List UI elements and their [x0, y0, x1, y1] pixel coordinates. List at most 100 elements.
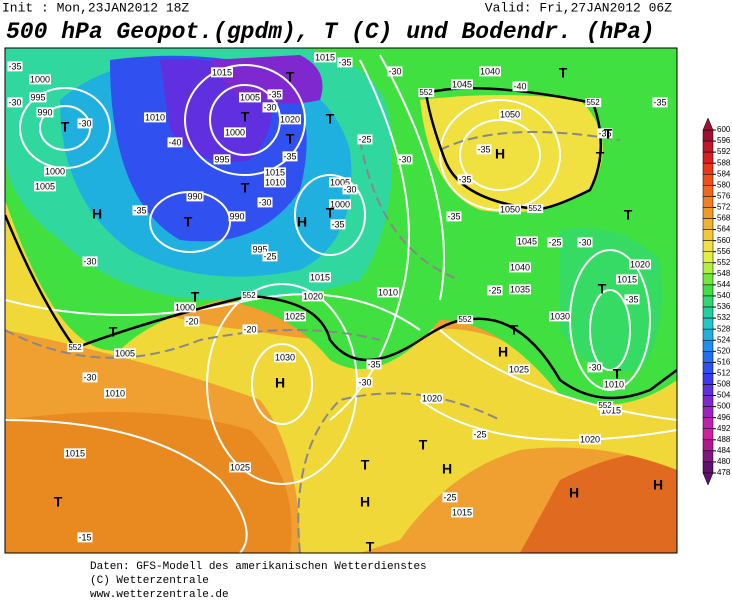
legend-tick-label: 580 [717, 180, 731, 189]
map-frame [4, 47, 678, 554]
legend-arrow [702, 472, 714, 486]
map-area [5, 48, 677, 553]
isobar-label: 1005 [240, 92, 260, 102]
height-label: 552 [528, 204, 542, 213]
temperature-label-box [357, 377, 373, 388]
height-label-box [527, 204, 544, 214]
height-label: 552 [68, 343, 82, 352]
pressure-center: T [326, 111, 335, 127]
temperature-label-box [7, 97, 23, 108]
legend-tick-label: 576 [717, 191, 731, 200]
isobar-label: 1010 [378, 287, 398, 297]
isobar-label: 1005 [115, 348, 135, 358]
isobar-label: 1015 [212, 67, 232, 77]
pressure-center: T [624, 207, 633, 223]
isobar-label-box [508, 284, 532, 295]
pressure-center: T [419, 437, 428, 453]
legend-tick-label: 504 [717, 391, 731, 400]
legend-swatch [702, 428, 714, 441]
pressure-center: T [604, 126, 613, 142]
pressure-center: H [442, 461, 452, 477]
isobar-label-box [223, 127, 247, 138]
legend-swatch [702, 351, 714, 363]
legend-tick-label: 528 [717, 324, 731, 333]
temperature-label: -35 [653, 97, 666, 107]
pressure-center: H [275, 375, 285, 391]
isobar-label: 1040 [510, 262, 530, 272]
isobar-label: 1005 [330, 177, 350, 187]
legend-tick-label: 596 [717, 136, 731, 145]
pressure-center: T [184, 214, 193, 230]
temperature-label: -30 [83, 256, 96, 266]
temperature-label-box [167, 137, 183, 148]
temperature-label: -35 [283, 151, 296, 161]
legend-swatch [702, 362, 714, 374]
temperature-label-box [487, 285, 503, 296]
legend-swatch [702, 406, 714, 418]
temperature-label: -15 [78, 532, 91, 542]
pressure-center: T [326, 205, 335, 221]
legend-swatch [702, 174, 714, 186]
isobar-label: 1045 [517, 236, 537, 246]
legend-tick-label: 508 [717, 380, 731, 389]
legend-tick-label: 488 [717, 435, 731, 444]
isobar-label: 1015 [452, 507, 472, 517]
isobar-label-box [43, 166, 67, 177]
temperature-label-box [472, 429, 488, 440]
temperature-label: -35 [338, 57, 351, 67]
temperature-label: -20 [243, 324, 256, 334]
isobar-label: 1020 [630, 259, 650, 269]
temperature-label: -30 [578, 237, 591, 247]
legend-tick-label: 560 [717, 236, 731, 245]
isobar-label-box [33, 181, 57, 192]
temperature-label: -25 [473, 429, 486, 439]
isobar-label: 1015 [315, 52, 335, 62]
isobar-label: 1010 [105, 388, 125, 398]
isobar-label-box [578, 434, 602, 445]
isobar-label-box [63, 448, 87, 459]
isobar-label: 1030 [550, 311, 570, 321]
legend-arrow [702, 117, 714, 131]
pressure-center: T [366, 539, 375, 555]
height-label: 552 [598, 401, 612, 410]
legend-tick-label: 512 [717, 369, 731, 378]
pressure-center: T [361, 457, 370, 473]
isobar-label: 1015 [65, 448, 85, 458]
temperature-label: -25 [358, 134, 371, 144]
temperature-label: -25 [488, 285, 501, 295]
map-title: 500 hPa Geopot.(gpdm), T (C) und Bodendr… [6, 19, 655, 45]
legend-swatch [702, 151, 714, 164]
isobar-label: 1015 [601, 405, 621, 415]
pressure-center: T [61, 119, 70, 135]
temperature-label-box [624, 294, 640, 305]
temperature-label-box [387, 66, 403, 77]
pressure-center: T [286, 131, 295, 147]
temperature-label-box [132, 205, 148, 216]
temperature-label-box [512, 81, 528, 92]
legend-tick-label: 484 [717, 446, 731, 455]
isobar-label-box [478, 66, 502, 77]
height-label: 552 [458, 315, 472, 324]
legend-tick-label: 544 [717, 280, 731, 289]
isobar-label: 1010 [604, 379, 624, 389]
isobar-label: 1020 [303, 291, 323, 301]
temperature-label-box [184, 316, 200, 327]
height-label-box [597, 401, 614, 411]
temperature-label: -20 [185, 316, 198, 326]
isobar-label: 995 [214, 154, 229, 164]
height-label-box [585, 98, 602, 108]
isobar-label-box [308, 272, 332, 283]
legend-tick-label: 600 [717, 125, 731, 134]
pressure-center: H [498, 344, 508, 360]
isobar-label-box [628, 259, 652, 270]
isobar-label: 990 [229, 211, 244, 221]
isobar-label: 1000 [175, 302, 195, 312]
isobar-label-box [263, 167, 287, 178]
isobar-label-box [238, 92, 262, 103]
pressure-center: H [360, 494, 370, 510]
legend-swatch [702, 395, 714, 407]
isobar-label-box [283, 311, 307, 322]
legend-swatch [702, 461, 714, 474]
temperature-label: -35 [268, 89, 281, 99]
legend-swatch [702, 317, 714, 330]
